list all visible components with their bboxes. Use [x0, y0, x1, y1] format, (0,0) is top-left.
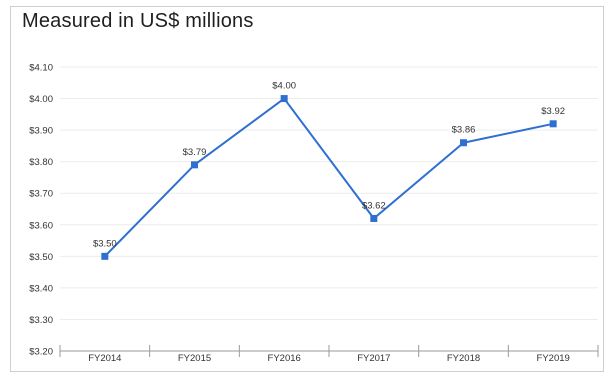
data-point: [460, 139, 467, 147]
data-point: [101, 252, 109, 260]
chart-title: Measured in US$ millions: [22, 10, 254, 32]
data-point: [549, 120, 557, 128]
x-tick-label: FY2016: [268, 353, 301, 364]
data-label: $3.86: [452, 125, 476, 136]
x-tick-label: FY2019: [537, 353, 570, 364]
data-point: [280, 95, 288, 103]
y-tick-label: $3.50: [29, 252, 53, 263]
data-label: $4.00: [272, 81, 296, 92]
data-label: $3.62: [362, 200, 386, 211]
y-tick-label: $4.10: [29, 63, 53, 74]
y-tick-label: $3.20: [29, 347, 53, 358]
data-point: [370, 214, 378, 222]
x-tick-label: FY2017: [357, 353, 390, 364]
y-tick-label: $3.70: [29, 189, 53, 200]
y-tick-label: $3.90: [29, 126, 53, 137]
data-label: $3.79: [183, 147, 207, 158]
x-tick-label: FY2018: [447, 353, 480, 364]
x-tick-label: FY2015: [178, 353, 211, 364]
y-tick-label: $3.80: [29, 157, 53, 168]
x-tick-label: FY2014: [88, 353, 121, 364]
data-label: $3.92: [541, 106, 565, 117]
y-tick-label: $3.60: [29, 220, 53, 231]
y-tick-label: $3.30: [29, 315, 53, 326]
data-label: $3.50: [93, 238, 117, 249]
y-tick-label: $3.40: [29, 283, 53, 294]
data-point: [191, 161, 198, 169]
y-tick-label: $4.00: [29, 94, 53, 105]
series-line: [104, 97, 554, 258]
